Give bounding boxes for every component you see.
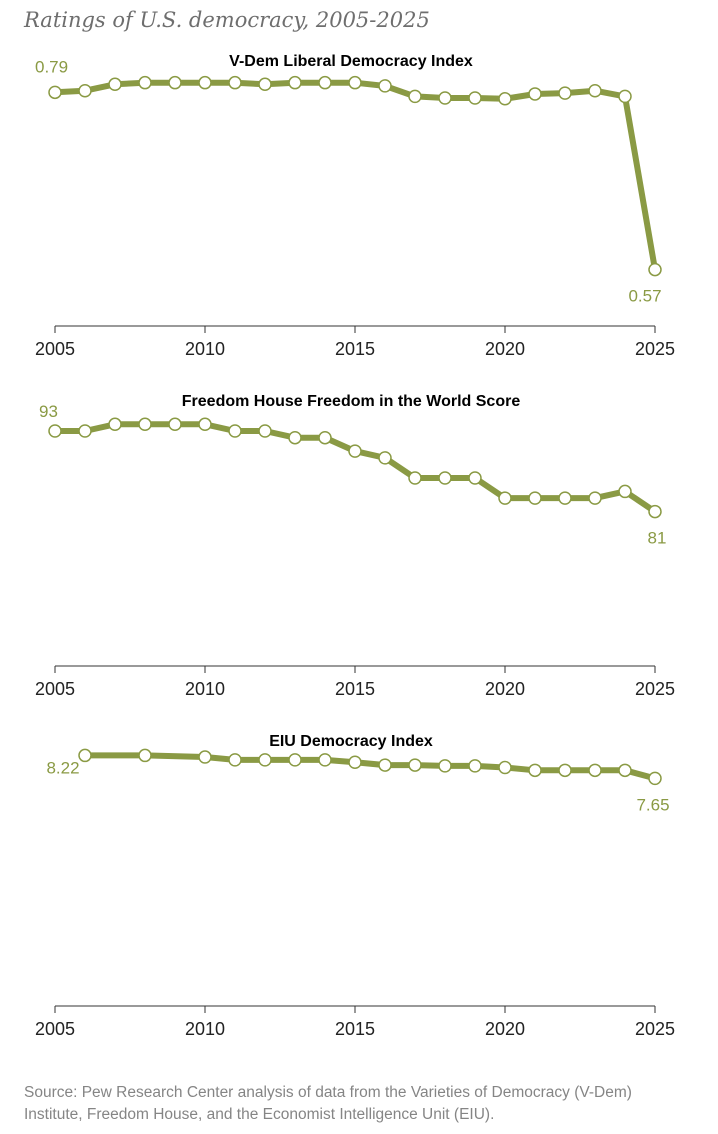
data-point xyxy=(78,83,92,98)
data-point xyxy=(408,89,422,104)
data-point xyxy=(468,471,482,485)
data-point xyxy=(498,491,512,505)
data-point xyxy=(78,424,92,438)
end-data-label: 0.57 xyxy=(628,287,661,306)
data-point xyxy=(588,491,602,505)
data-point xyxy=(528,763,542,778)
data-point xyxy=(228,75,242,90)
data-point xyxy=(558,763,572,778)
data-point xyxy=(348,444,362,458)
data-point xyxy=(468,759,482,773)
data-point xyxy=(168,417,182,432)
data-point xyxy=(258,77,272,92)
chart-title: EIU Democracy Index xyxy=(269,733,433,750)
data-point xyxy=(618,484,632,499)
data-point xyxy=(438,471,452,485)
source-note: Source: Pew Research Center analysis of … xyxy=(24,1084,632,1123)
data-point xyxy=(288,753,302,767)
x-tick-label: 2015 xyxy=(335,1019,375,1039)
data-point xyxy=(228,753,242,767)
data-point xyxy=(198,750,212,764)
data-point xyxy=(558,491,572,505)
data-point xyxy=(138,748,152,763)
x-tick-label: 2005 xyxy=(35,1019,75,1039)
x-tick-label: 2025 xyxy=(635,679,675,699)
data-point xyxy=(468,91,482,105)
chart-title: V-Dem Liberal Democracy Index xyxy=(229,53,473,70)
end-data-label: 81 xyxy=(648,529,667,548)
x-tick-label: 2010 xyxy=(185,679,225,699)
data-point xyxy=(288,75,302,90)
data-point xyxy=(198,417,212,432)
data-point xyxy=(648,262,662,277)
data-point xyxy=(498,92,512,106)
data-point xyxy=(408,758,422,772)
data-point xyxy=(138,75,152,90)
x-tick-label: 2015 xyxy=(335,339,375,359)
data-point xyxy=(528,87,542,101)
x-tick-label: 2005 xyxy=(35,339,75,359)
data-point xyxy=(408,471,422,485)
x-tick-label: 2025 xyxy=(635,339,675,359)
data-point xyxy=(318,753,332,767)
data-point xyxy=(438,759,452,773)
data-point xyxy=(558,86,572,100)
data-point xyxy=(378,79,392,93)
data-point xyxy=(588,83,602,98)
x-tick-label: 2025 xyxy=(635,1019,675,1039)
data-point xyxy=(588,763,602,778)
series-line xyxy=(52,79,658,273)
data-point xyxy=(318,75,332,90)
data-point xyxy=(348,75,362,90)
end-data-label: 7.65 xyxy=(636,795,669,814)
data-point xyxy=(198,75,212,90)
data-point xyxy=(378,758,392,772)
data-point xyxy=(348,755,362,770)
data-point xyxy=(378,451,392,465)
data-point xyxy=(258,424,272,438)
data-point xyxy=(648,771,662,786)
data-point xyxy=(528,491,542,505)
freedom-house-chart: Freedom House Freedom in the World Score… xyxy=(35,393,675,699)
start-data-label: 0.79 xyxy=(35,57,68,76)
data-point xyxy=(108,77,122,92)
x-tick-label: 2010 xyxy=(185,339,225,359)
data-point xyxy=(438,91,452,105)
x-tick-label: 2015 xyxy=(335,679,375,699)
x-tick-label: 2020 xyxy=(485,339,525,359)
data-point xyxy=(288,430,302,445)
data-point xyxy=(168,75,182,90)
data-point xyxy=(618,89,632,104)
data-point xyxy=(318,430,332,445)
data-point xyxy=(618,763,632,778)
vdem-chart: V-Dem Liberal Democracy Index 2005 2010 201… xyxy=(35,53,675,359)
start-data-label: 93 xyxy=(39,402,58,421)
x-tick-label: 2005 xyxy=(35,679,75,699)
data-point xyxy=(108,417,122,432)
start-data-label: 8.22 xyxy=(46,758,79,777)
chart-title: Freedom House Freedom in the World Score xyxy=(182,393,521,410)
data-point xyxy=(258,753,272,767)
page-title: Ratings of U.S. democracy, 2005-2025 xyxy=(24,8,430,32)
data-point xyxy=(78,748,92,763)
data-point xyxy=(48,424,62,438)
data-point xyxy=(138,417,152,432)
data-point xyxy=(498,760,512,775)
x-tick-label: 2020 xyxy=(485,679,525,699)
data-point xyxy=(648,504,662,519)
data-point xyxy=(48,85,62,100)
x-tick-label: 2010 xyxy=(185,1019,225,1039)
data-point xyxy=(228,424,242,438)
eiu-chart: EIU Democracy Index 2005 2010 2015 2020 2025 8… xyxy=(35,733,675,1039)
x-tick-label: 2020 xyxy=(485,1019,525,1039)
